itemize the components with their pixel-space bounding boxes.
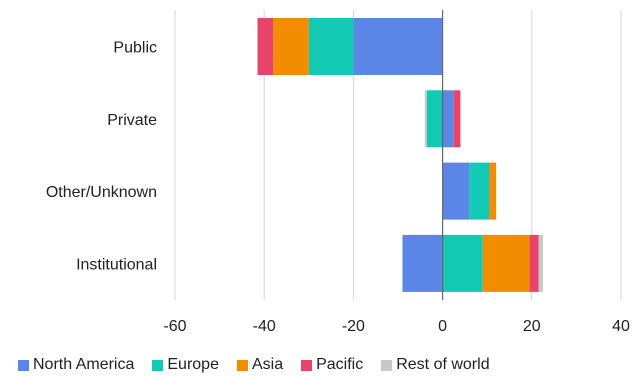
bar-segment bbox=[442, 234, 483, 292]
legend-swatch bbox=[152, 359, 164, 371]
bar-segment bbox=[442, 90, 454, 148]
x-tick-label: -60 bbox=[163, 318, 186, 335]
bar-segment bbox=[469, 162, 490, 220]
x-tick-label: 0 bbox=[438, 318, 447, 335]
bar-segment bbox=[453, 90, 461, 148]
x-tick-labels: -60 -40 -20 0 20 40 bbox=[163, 318, 630, 335]
category-label: Institutional bbox=[76, 256, 157, 273]
chart-plot: PublicPrivateOther/UnknownInstitutional … bbox=[46, 10, 630, 335]
bar-segment bbox=[273, 18, 309, 75]
legend-swatch bbox=[381, 359, 393, 371]
legend-label: Asia bbox=[251, 356, 284, 373]
bars bbox=[257, 18, 543, 292]
legend-label: Rest of world bbox=[396, 356, 490, 373]
category-label: Private bbox=[107, 112, 157, 129]
legend-swatch bbox=[301, 359, 313, 371]
legend-item: Asia bbox=[236, 356, 284, 374]
x-tick-label: 40 bbox=[612, 318, 630, 335]
legend-swatch bbox=[236, 359, 248, 371]
legend-item: Rest of world bbox=[381, 356, 490, 374]
category-label: Public bbox=[113, 40, 157, 57]
bar-segment bbox=[308, 18, 354, 75]
legend-swatch bbox=[18, 359, 29, 371]
bar-segment bbox=[482, 234, 530, 292]
bar-segment bbox=[442, 162, 470, 220]
bar-segment bbox=[489, 162, 497, 220]
bar-segment bbox=[257, 18, 274, 75]
bar-segment bbox=[538, 234, 543, 292]
bar-segment bbox=[353, 18, 443, 75]
legend-item: Europe bbox=[152, 356, 219, 374]
legend-label: Europe bbox=[167, 356, 219, 373]
category-labels: Public Private Other/Unknown Institutional bbox=[46, 40, 157, 274]
x-tick-label: -40 bbox=[253, 318, 276, 335]
legend-label: North America bbox=[33, 356, 135, 373]
legend-item: Pacific bbox=[301, 356, 363, 374]
legend-item: North America bbox=[18, 356, 134, 374]
x-tick-label: -20 bbox=[342, 318, 365, 335]
bar-segment bbox=[426, 90, 443, 148]
bar-segment bbox=[402, 234, 443, 292]
legend: North America Europe Asia Pacific Rest of wo… bbox=[18, 354, 628, 376]
category-label: Other/Unknown bbox=[46, 184, 157, 201]
x-tick-label: 20 bbox=[523, 318, 541, 335]
legend-label: Pacific bbox=[316, 356, 364, 373]
bar-segment bbox=[424, 90, 427, 148]
bar-segment bbox=[529, 234, 539, 292]
